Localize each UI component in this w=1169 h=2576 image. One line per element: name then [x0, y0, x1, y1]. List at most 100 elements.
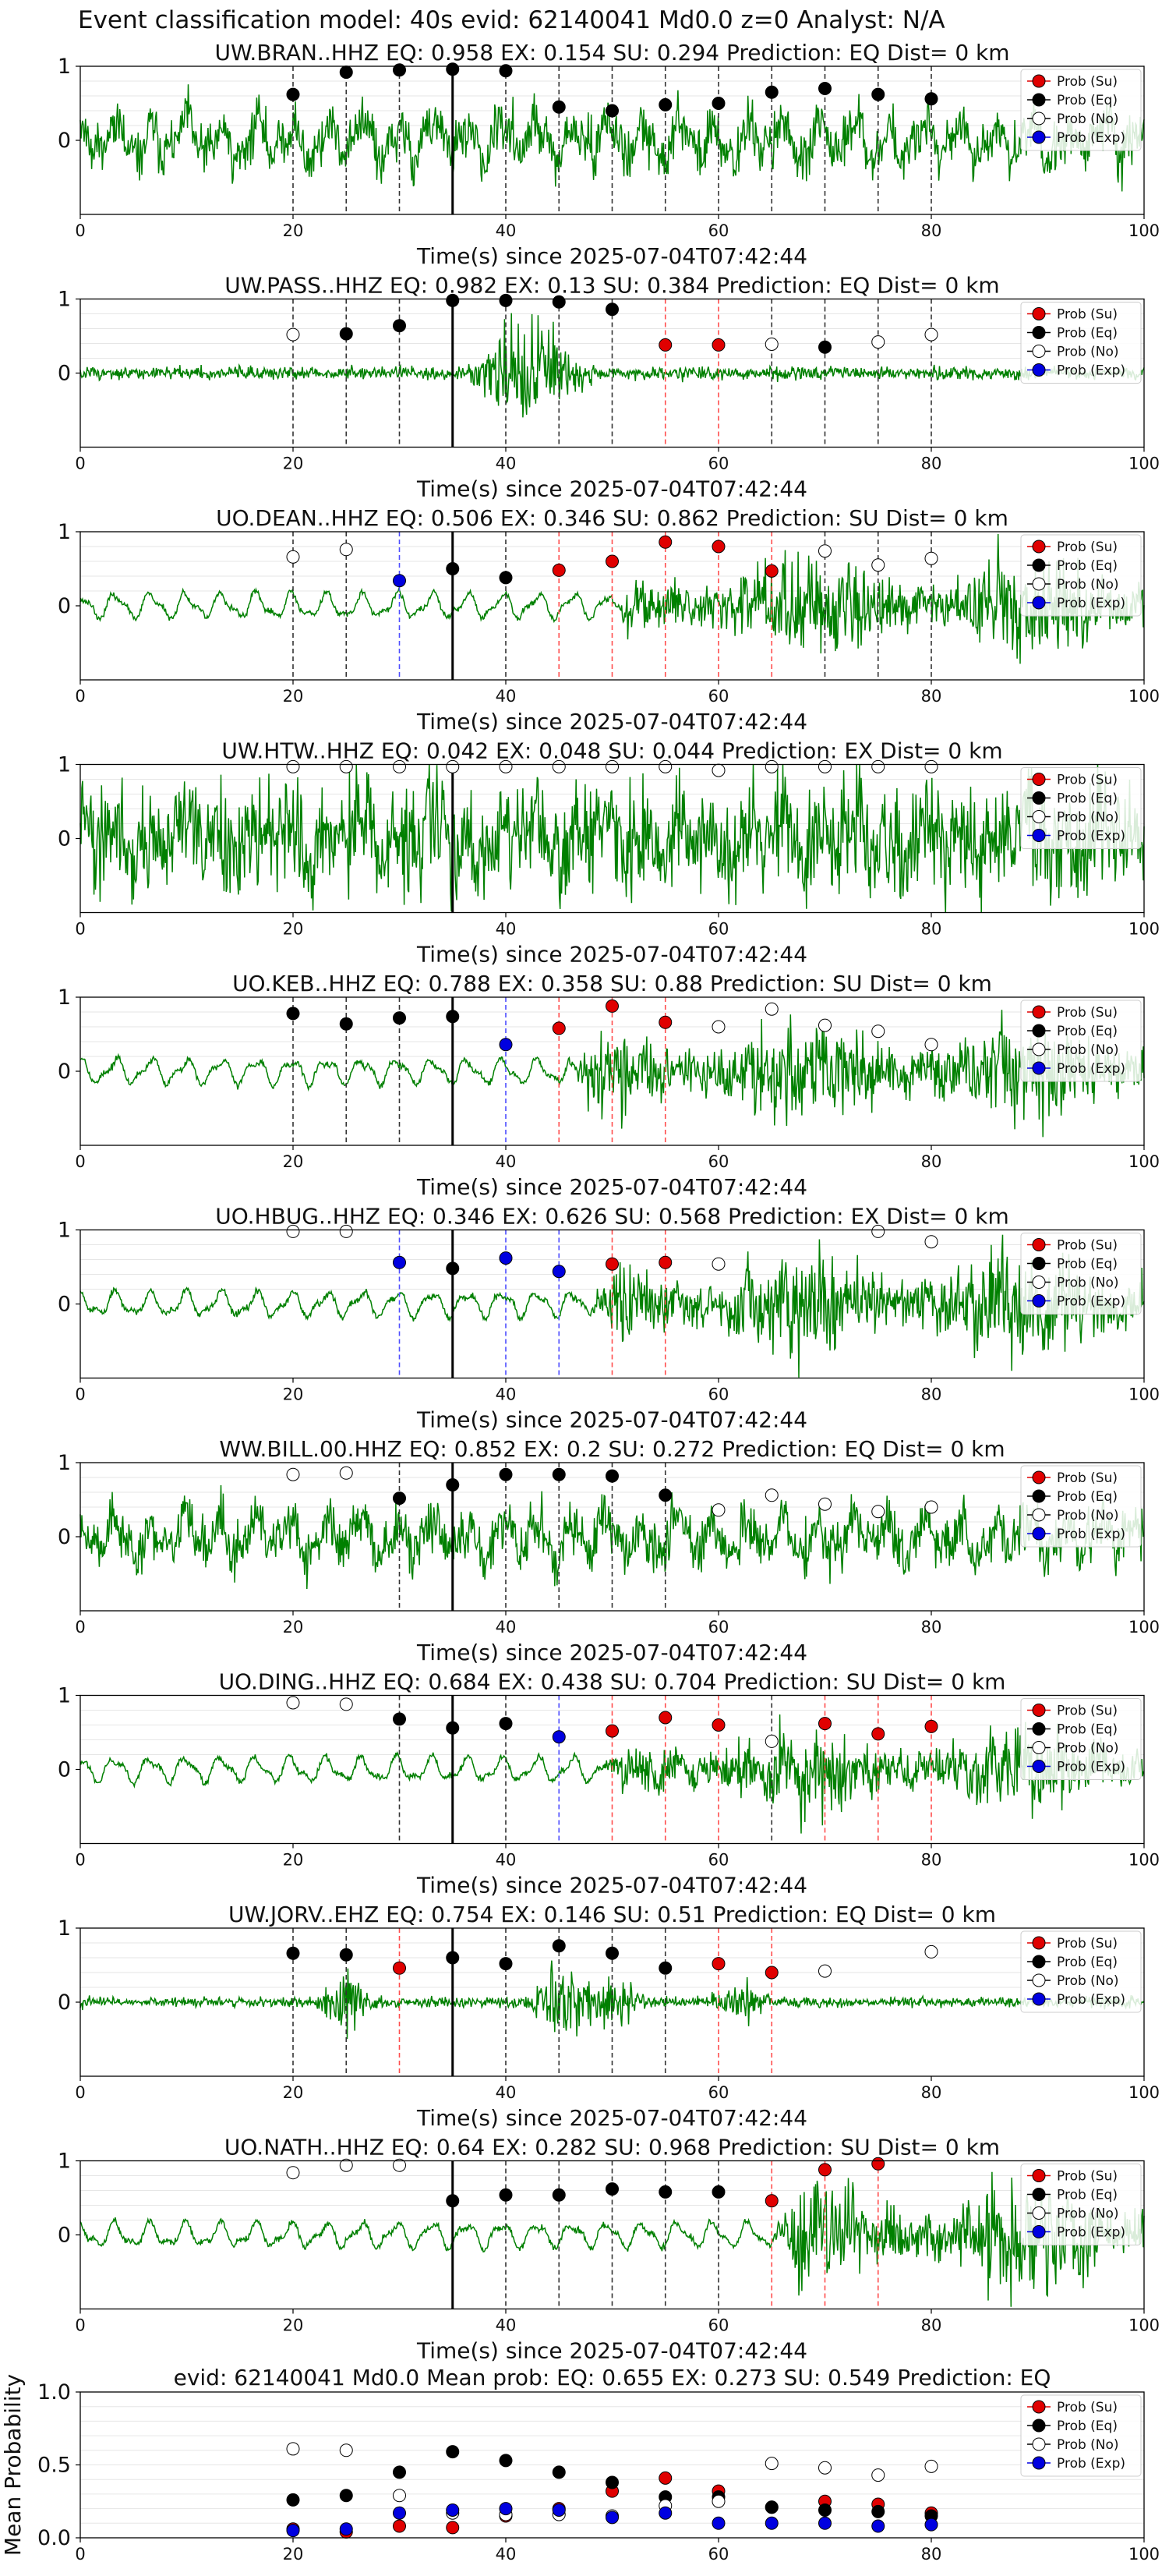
x-tick-label: 80 [921, 2545, 942, 2564]
prob-marker-no [871, 335, 885, 349]
legend-label-eq: Prob (Eq) [1057, 326, 1118, 341]
prob-marker-su [712, 1718, 726, 1732]
legend-label-su: Prob (Su) [1057, 1936, 1118, 1951]
x-tick-label: 60 [708, 920, 729, 939]
prob-marker-su [712, 338, 726, 352]
x-axis-label: Time(s) since 2025-07-04T07:42:44 [416, 2105, 807, 2131]
legend-label-exp: Prob (Exp) [1057, 829, 1125, 844]
prob-marker-eq [659, 1961, 673, 1975]
y-tick-label: 0 [58, 1990, 71, 2015]
x-tick-label: 0 [75, 920, 85, 939]
legend-label-exp: Prob (Exp) [1057, 1294, 1125, 1310]
prob-marker-eq [606, 104, 619, 118]
mean-marker-eq [446, 2445, 460, 2459]
legend-marker-su [1032, 307, 1046, 320]
prob-marker-su [606, 1257, 619, 1271]
mean-marker-no [818, 2461, 832, 2475]
legend-frame [1020, 1698, 1142, 1780]
mean-marker-exp [499, 2502, 513, 2516]
legend-marker-eq [1032, 1024, 1046, 1038]
prob-marker-eq [659, 1488, 673, 1502]
mean-marker-su [446, 2521, 460, 2535]
legend-marker-su [1032, 74, 1046, 88]
prob-marker-su [393, 1961, 406, 1975]
x-tick-label: 20 [283, 2316, 304, 2335]
x-tick-label: 100 [1128, 1851, 1160, 1870]
x-tick-label: 100 [1128, 2545, 1160, 2564]
prob-marker-eq [499, 293, 513, 307]
mean-marker-exp [446, 2503, 460, 2517]
prob-marker-su [606, 1724, 619, 1738]
y-tick-label: 1 [58, 288, 71, 312]
x-axis-label: Time(s) since 2025-07-04T07:42:44 [416, 1174, 807, 1200]
prob-marker-no [659, 759, 673, 773]
x-tick-label: 0 [75, 2083, 85, 2102]
prob-marker-eq [712, 97, 726, 110]
legend-marker-no [1032, 1276, 1046, 1289]
prob-marker-su [606, 999, 619, 1013]
y-tick-label: 0.0 [37, 2526, 71, 2550]
prob-marker-eq [606, 1946, 619, 1960]
x-tick-label: 20 [283, 455, 304, 473]
prob-marker-no [339, 1466, 353, 1480]
prob-marker-su [765, 564, 779, 578]
prob-marker-eq [765, 85, 779, 99]
legend-label-no: Prob (No) [1057, 2206, 1119, 2222]
legend-label-eq: Prob (Eq) [1057, 1722, 1118, 1738]
prob-marker-eq [446, 1010, 460, 1024]
prob-marker-su [659, 338, 673, 352]
legend: Prob (Su) Prob (Eq) Prob (No) Prob (Exp) [1020, 69, 1142, 151]
panel-title: WW.BILL.00.HHZ EQ: 0.852 EX: 0.2 SU: 0.2… [219, 1436, 1005, 1462]
prob-marker-su [818, 2163, 832, 2177]
x-tick-label: 40 [496, 920, 517, 939]
prob-marker-no [339, 1697, 353, 1711]
prob-marker-no [446, 759, 460, 773]
prob-marker-su [712, 1957, 726, 1971]
legend-label-no: Prob (No) [1057, 2437, 1119, 2453]
legend-label-no: Prob (No) [1057, 111, 1119, 127]
mean-marker-eq [393, 2465, 406, 2479]
legend-label-exp: Prob (Exp) [1057, 596, 1125, 611]
legend-marker-eq [1032, 1955, 1046, 1969]
x-tick-label: 40 [496, 687, 517, 706]
legend-label-su: Prob (Su) [1057, 1704, 1118, 1719]
prob-marker-exp [393, 1255, 406, 1269]
legend-label-exp: Prob (Exp) [1057, 1760, 1125, 1775]
legend-label-exp: Prob (Exp) [1057, 1061, 1125, 1077]
prob-marker-eq [606, 1469, 619, 1483]
legend-label-su: Prob (Su) [1057, 773, 1118, 788]
prob-marker-eq [446, 1951, 460, 1965]
prob-marker-no [393, 759, 406, 773]
x-tick-label: 0 [75, 1851, 85, 1870]
prob-marker-no [712, 1257, 726, 1271]
mean-marker-exp [393, 2506, 406, 2520]
prob-marker-no [871, 1505, 885, 1519]
prob-marker-no [286, 550, 300, 564]
panel-title: UW.JORV..EHZ EQ: 0.754 EX: 0.146 SU: 0.5… [228, 1902, 996, 1927]
x-tick-label: 100 [1128, 687, 1160, 706]
mean-marker-eq [286, 2493, 300, 2507]
y-tick-label: 0 [58, 129, 71, 153]
x-tick-label: 40 [496, 221, 517, 240]
legend-marker-eq [1032, 2188, 1046, 2201]
legend-label-no: Prob (No) [1057, 345, 1119, 360]
x-tick-label: 0 [75, 455, 85, 473]
x-tick-label: 80 [921, 1152, 942, 1171]
prob-marker-eq [393, 1491, 406, 1506]
mean-marker-no [393, 2489, 406, 2503]
x-tick-label: 0 [75, 1385, 85, 1404]
mean-marker-no [712, 2494, 726, 2508]
y-tick-label: 0.5 [37, 2454, 71, 2478]
prob-marker-eq [446, 1721, 460, 1735]
prob-marker-eq [339, 65, 353, 80]
x-tick-label: 40 [496, 1851, 517, 1870]
prob-marker-eq [339, 327, 353, 341]
prob-marker-su [552, 563, 566, 577]
y-tick-label: 0 [58, 1525, 71, 1549]
x-tick-label: 40 [496, 1152, 517, 1171]
prob-marker-eq [499, 1957, 513, 1971]
prob-marker-eq [446, 2194, 460, 2208]
y-tick-label: 1 [58, 520, 71, 544]
